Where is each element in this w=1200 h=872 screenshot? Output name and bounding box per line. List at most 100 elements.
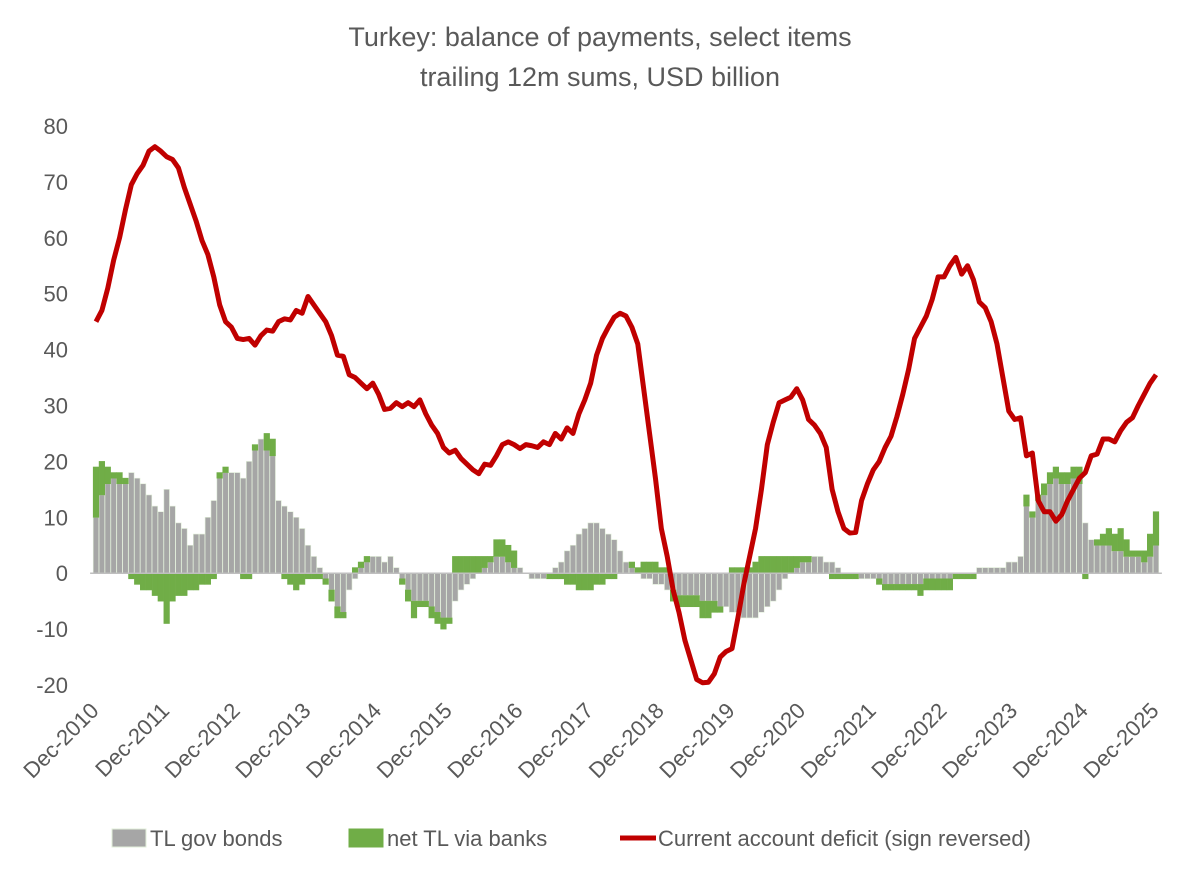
bar: [834, 567, 842, 574]
x-tick-label: Dec-2021: [796, 698, 881, 783]
bar: [399, 572, 406, 580]
bar: [440, 617, 447, 630]
bar: [1058, 483, 1065, 574]
bar: [140, 572, 147, 591]
bar: [1076, 483, 1083, 574]
bar: [458, 556, 465, 574]
x-tick-label: Dec-2011: [90, 698, 174, 782]
bar: [1129, 556, 1136, 574]
bar: [770, 556, 777, 574]
bar: [363, 561, 370, 574]
bar: [699, 572, 706, 602]
bar: [169, 572, 176, 602]
bar: [187, 544, 194, 574]
bar: [399, 578, 406, 585]
bar: [1123, 556, 1130, 574]
bar: [328, 572, 335, 591]
bar: [134, 477, 141, 574]
bar: [352, 572, 359, 580]
bar: [210, 500, 217, 574]
bar: [834, 572, 842, 580]
bar: [204, 572, 211, 585]
bar: [316, 572, 323, 580]
bar: [1099, 533, 1107, 546]
y-tick-label: 80: [44, 114, 68, 139]
bar: [387, 556, 394, 574]
bar: [887, 584, 895, 591]
bar: [1111, 550, 1118, 574]
bar: [805, 556, 812, 563]
bar: [911, 572, 918, 585]
bar: [893, 584, 900, 591]
bar: [640, 572, 647, 580]
y-tick-label: 20: [44, 449, 68, 474]
bar: [952, 572, 959, 580]
bar: [275, 500, 282, 574]
bar: [652, 561, 659, 574]
bar: [463, 572, 471, 585]
bar: [340, 572, 347, 613]
bar: [1152, 544, 1160, 574]
legend-swatch: [111, 828, 147, 848]
bar: [999, 567, 1006, 574]
bar: [946, 572, 953, 580]
bar: [1147, 533, 1154, 557]
bar: [463, 556, 471, 574]
bar: [758, 556, 765, 574]
bar: [222, 472, 229, 574]
bar: [334, 606, 341, 619]
bar: [1099, 544, 1107, 574]
bar: [658, 572, 665, 585]
bar: [1111, 533, 1118, 552]
bar: [976, 567, 983, 574]
bar: [1017, 556, 1024, 574]
bar: [935, 578, 942, 591]
bar: [581, 528, 588, 574]
bar: [876, 572, 883, 580]
bar: [829, 561, 836, 574]
bar: [446, 572, 453, 619]
bar: [511, 567, 518, 574]
bar: [917, 584, 924, 596]
bar: [440, 572, 447, 619]
bar: [1105, 528, 1112, 546]
bar: [175, 572, 182, 596]
bar: [699, 600, 706, 619]
bar: [581, 572, 588, 591]
chart-subtitle: trailing 12m sums, USD billion: [420, 62, 780, 92]
bar: [511, 550, 518, 568]
bar: [593, 522, 600, 574]
bar: [964, 572, 971, 580]
bar: [728, 567, 736, 574]
bar: [157, 572, 164, 602]
bar: [770, 572, 777, 602]
bar: [611, 539, 618, 574]
bar: [617, 550, 624, 574]
bar: [505, 544, 512, 563]
bar: [269, 455, 276, 574]
bar: [1011, 561, 1018, 574]
bar: [687, 595, 694, 608]
y-tick-label: 50: [44, 282, 68, 307]
bar: [140, 483, 147, 574]
bar: [552, 572, 559, 580]
bar: [92, 466, 100, 518]
bar: [228, 472, 235, 574]
y-tick-label: 0: [56, 561, 68, 586]
chart-title: Turkey: balance of payments, select item…: [348, 22, 851, 52]
bar: [416, 600, 423, 608]
legend-label: net TL via banks: [387, 826, 547, 851]
y-tick-label: 10: [44, 505, 68, 530]
bar: [929, 572, 936, 580]
bar: [946, 578, 953, 591]
bar: [499, 556, 506, 574]
bar: [564, 572, 571, 585]
y-tick-label: 40: [44, 338, 68, 363]
bar: [558, 561, 565, 574]
bar: [687, 572, 694, 596]
bar: [1117, 528, 1124, 552]
bar: [705, 572, 712, 602]
bar: [799, 561, 806, 574]
bar: [357, 561, 365, 568]
